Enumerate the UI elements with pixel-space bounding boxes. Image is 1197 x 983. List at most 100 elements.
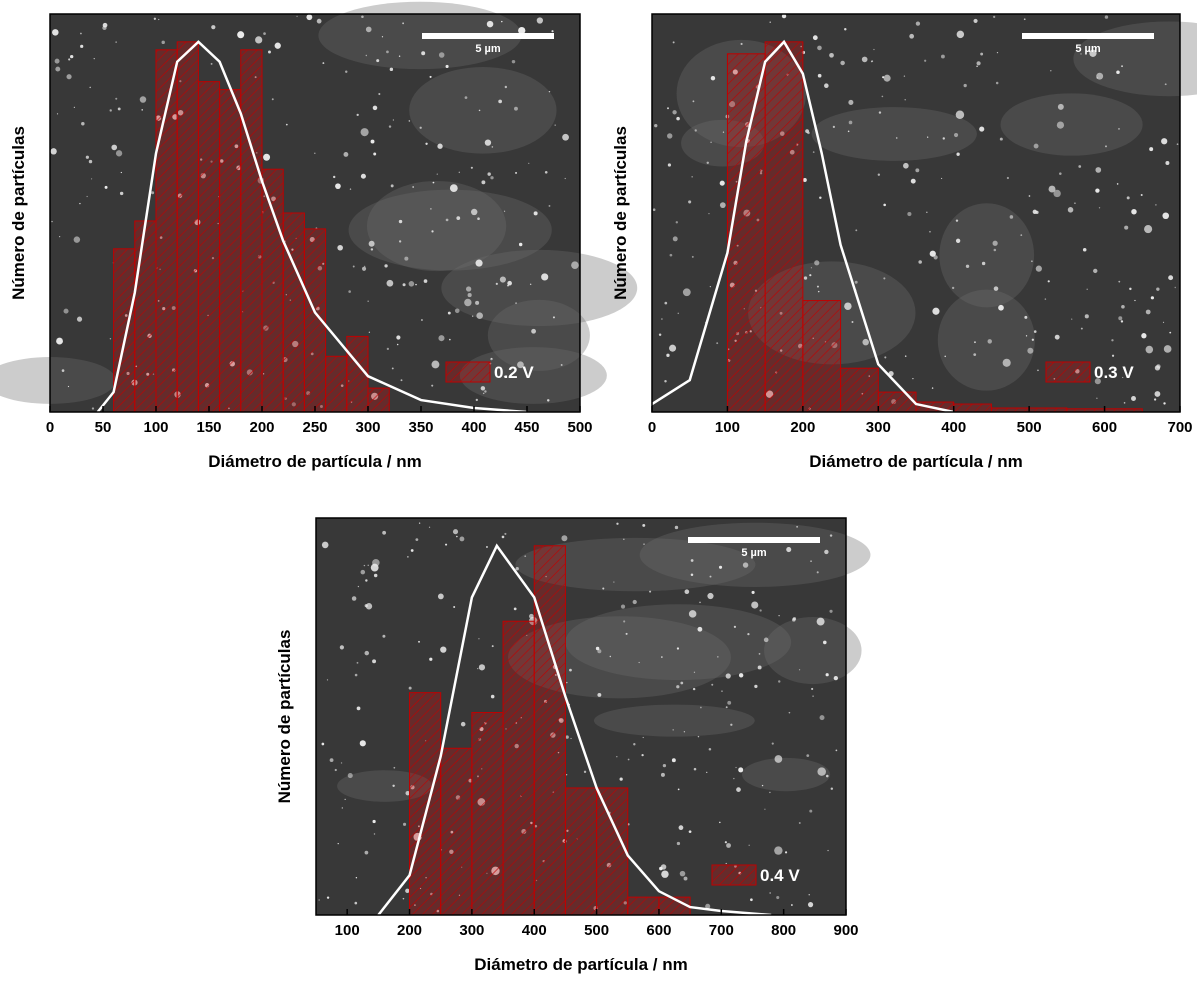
sem-particle bbox=[676, 647, 680, 650]
x-tick-label: 400 bbox=[461, 419, 486, 436]
x-tick-label: 400 bbox=[941, 419, 966, 436]
sem-particle bbox=[405, 790, 410, 796]
sem-particle bbox=[1155, 204, 1157, 206]
sem-particle bbox=[1121, 65, 1123, 68]
sem-particle bbox=[667, 163, 672, 167]
sem-particle bbox=[719, 202, 726, 209]
sem-particle bbox=[722, 131, 725, 133]
sem-particle bbox=[1145, 345, 1154, 354]
sem-particle bbox=[372, 105, 378, 111]
sem-particle bbox=[120, 171, 122, 174]
sem-particle bbox=[255, 36, 263, 44]
sem-particle bbox=[672, 236, 678, 242]
sem-particle bbox=[677, 312, 680, 315]
y-axis-label: Número de partículas bbox=[611, 126, 630, 300]
sem-particle bbox=[692, 100, 695, 103]
sem-particle bbox=[475, 398, 478, 402]
x-tick-label: 700 bbox=[1167, 419, 1192, 436]
scale-bar-label: 5 µm bbox=[475, 43, 501, 55]
sem-particle bbox=[430, 208, 432, 210]
sem-particle bbox=[321, 541, 329, 549]
sem-particle bbox=[884, 356, 887, 359]
sem-particle bbox=[992, 240, 998, 246]
sem-particle bbox=[718, 565, 723, 569]
sem-particle bbox=[692, 687, 696, 691]
sem-particle bbox=[829, 52, 834, 58]
sem-particle bbox=[364, 650, 370, 656]
sem-particle bbox=[616, 522, 619, 525]
sem-particle bbox=[274, 42, 281, 49]
sem-particle bbox=[807, 902, 814, 908]
sem-particle bbox=[425, 142, 428, 145]
sem-particle bbox=[993, 248, 997, 252]
sem-particle bbox=[334, 768, 337, 772]
sem-particle bbox=[360, 569, 366, 575]
sem-particle bbox=[733, 625, 737, 628]
x-axis-label: Diámetro de partícula / nm bbox=[809, 452, 1023, 471]
sem-particle bbox=[570, 737, 572, 740]
x-tick-label: 450 bbox=[514, 419, 539, 436]
sem-particle bbox=[536, 17, 543, 24]
sem-particle bbox=[386, 279, 394, 287]
sem-particle bbox=[827, 849, 829, 852]
sem-particle bbox=[1006, 176, 1009, 180]
sem-particle bbox=[90, 178, 93, 180]
x-tick-label: 200 bbox=[790, 419, 815, 436]
sem-particle bbox=[1104, 15, 1109, 19]
sem-particle bbox=[616, 756, 618, 758]
sem-particle bbox=[421, 51, 426, 56]
sem-particle bbox=[974, 341, 976, 344]
sem-particle bbox=[824, 83, 829, 88]
sem-particle bbox=[61, 369, 65, 372]
sem-particle bbox=[1078, 165, 1082, 168]
sem-particle bbox=[561, 535, 568, 542]
sem-particle bbox=[716, 342, 719, 345]
x-tick-label: 150 bbox=[196, 419, 221, 436]
sem-particle bbox=[396, 335, 401, 340]
scale-bar bbox=[1022, 33, 1154, 39]
scale-bar-label: 5 µm bbox=[1075, 43, 1101, 55]
sem-particle bbox=[431, 384, 434, 387]
sem-particle bbox=[802, 178, 807, 182]
sem-particle bbox=[778, 614, 780, 617]
sem-particle bbox=[736, 787, 741, 792]
sem-particle bbox=[658, 333, 662, 336]
sem-particle bbox=[747, 633, 750, 636]
sem-particle bbox=[408, 281, 415, 287]
sem-particle bbox=[763, 637, 769, 643]
sem-particle bbox=[613, 581, 615, 583]
sem-particle bbox=[881, 95, 884, 98]
sem-particle bbox=[565, 735, 569, 739]
sem-particle bbox=[63, 308, 69, 314]
sem-particle bbox=[1169, 331, 1172, 334]
sem-particle bbox=[676, 841, 681, 846]
sem-particle bbox=[1089, 49, 1097, 57]
sem-particle bbox=[347, 772, 353, 779]
sem-particle bbox=[460, 721, 466, 727]
sem-particle bbox=[672, 110, 677, 115]
sem-particle bbox=[404, 256, 409, 261]
sem-particle bbox=[419, 126, 422, 129]
sem-particle bbox=[548, 90, 551, 93]
sem-particle bbox=[904, 355, 907, 357]
sem-particle bbox=[373, 833, 376, 835]
sem-particle bbox=[481, 180, 486, 185]
sem-particle bbox=[115, 97, 118, 100]
sem-particle bbox=[1080, 327, 1083, 330]
sem-particle bbox=[405, 888, 410, 894]
sem-particle bbox=[55, 66, 61, 72]
sem-particle bbox=[597, 692, 602, 697]
sem-particle bbox=[285, 123, 288, 126]
sem-texture bbox=[741, 757, 831, 792]
sem-particle bbox=[119, 191, 124, 196]
sem-particle bbox=[1111, 354, 1115, 357]
sem-particle bbox=[684, 589, 690, 595]
sem-particle bbox=[51, 220, 53, 223]
sem-particle bbox=[515, 567, 519, 571]
sem-particle bbox=[1154, 365, 1161, 371]
legend-label: 0.2 V bbox=[494, 363, 534, 382]
sem-particle bbox=[693, 767, 697, 771]
sem-particle bbox=[1050, 70, 1052, 72]
sem-particle bbox=[697, 735, 700, 738]
sem-particle bbox=[816, 617, 825, 626]
